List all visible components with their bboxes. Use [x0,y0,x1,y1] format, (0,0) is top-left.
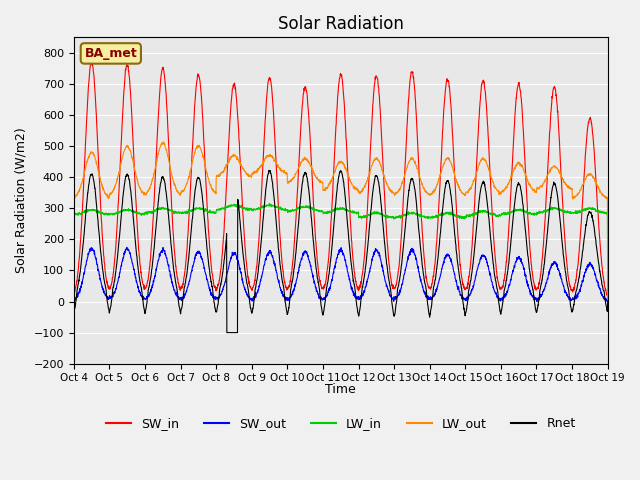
Line: SW_out: SW_out [74,247,608,301]
SW_out [496,297,504,302]
SW_in [557,162,564,168]
Rnet [557,227,564,233]
Rnet [604,298,612,304]
LW_out [159,139,167,145]
SW_out [123,244,131,250]
SW_in [70,291,77,297]
SW_in [604,293,612,299]
Rnet [219,270,227,276]
SW_in [572,279,579,285]
LW_in [266,201,273,206]
SW_out [557,275,564,281]
Rnet [496,309,504,314]
LW_out [219,169,227,175]
Rnet [572,288,580,294]
LW_out [496,191,504,196]
SW_out [604,298,612,304]
SW_in [496,285,504,290]
SW_out [572,294,580,300]
SW_out [356,294,364,300]
Rnet [368,196,376,202]
Rnet [356,303,364,309]
SW_in [356,283,364,288]
Line: Rnet: Rnet [74,170,608,333]
Line: LW_in: LW_in [74,204,608,301]
Y-axis label: Solar Radiation (W/m2): Solar Radiation (W/m2) [15,128,28,274]
LW_in [604,299,612,304]
Rnet [223,330,230,336]
LW_in [572,210,579,216]
SW_out [219,287,227,293]
LW_in [219,205,227,211]
LW_in [368,211,376,217]
SW_in [368,120,376,126]
SW_in [88,58,95,64]
Legend: SW_in, SW_out, LW_in, LW_out, Rnet: SW_in, SW_out, LW_in, LW_out, Rnet [100,412,580,435]
LW_out [604,299,612,305]
Text: BA_met: BA_met [84,47,137,60]
SW_out [70,298,77,304]
LW_out [70,194,77,200]
X-axis label: Time: Time [325,384,356,396]
LW_out [572,193,579,199]
LW_in [356,215,364,220]
Title: Solar Radiation: Solar Radiation [278,15,404,33]
LW_in [70,212,77,217]
SW_out [533,299,541,304]
LW_in [496,213,504,219]
SW_in [219,242,227,248]
Line: SW_in: SW_in [74,61,608,296]
LW_in [557,207,564,213]
LW_out [557,172,564,178]
Line: LW_out: LW_out [74,142,608,302]
SW_out [368,256,376,262]
Rnet [265,168,273,173]
LW_out [368,163,376,168]
Rnet [70,309,77,314]
LW_out [356,189,364,194]
